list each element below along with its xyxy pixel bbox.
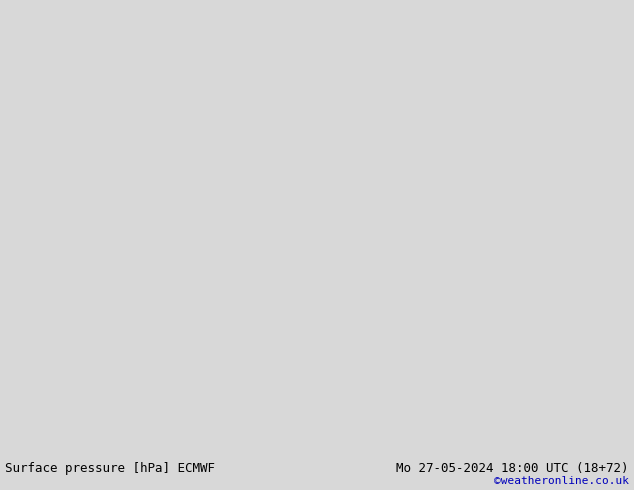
Text: Mo 27-05-2024 18:00 UTC (18+72): Mo 27-05-2024 18:00 UTC (18+72) [396,462,629,475]
Text: ©weatheronline.co.uk: ©weatheronline.co.uk [494,476,629,486]
Text: Surface pressure [hPa] ECMWF: Surface pressure [hPa] ECMWF [5,462,215,475]
